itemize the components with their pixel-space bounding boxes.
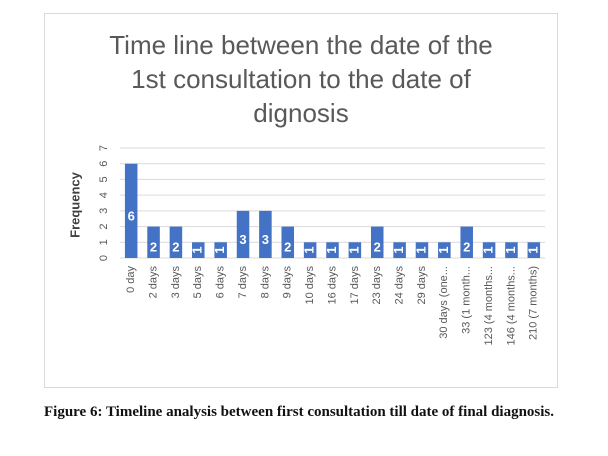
x-tick-label: 146 (4 months... xyxy=(505,266,517,346)
x-tick-label: 33 (1 month... xyxy=(461,266,473,334)
data-label: 2 xyxy=(463,240,470,255)
bar xyxy=(303,242,317,258)
bar xyxy=(326,242,339,258)
y-tick-label: 7 xyxy=(98,145,110,151)
x-tick-label: 24 days xyxy=(394,266,406,305)
bar xyxy=(370,226,384,258)
bar xyxy=(482,242,496,258)
data-label: 1 xyxy=(212,247,227,254)
data-label: 6 xyxy=(128,208,135,223)
y-axis-label: Frequency xyxy=(67,171,82,238)
bar xyxy=(169,226,183,258)
data-label: 2 xyxy=(150,240,157,255)
data-label: 1 xyxy=(481,247,496,254)
x-tick-label: 5 days xyxy=(192,266,204,299)
data-label: 1 xyxy=(525,247,540,254)
y-tick-label: 2 xyxy=(98,224,110,230)
bar xyxy=(415,242,429,258)
x-tick-label: 29 days xyxy=(416,266,428,305)
x-tick-label: 23 days xyxy=(371,266,383,305)
bar xyxy=(348,242,362,258)
x-tick-label: 30 days (one... xyxy=(438,266,450,339)
data-label: 2 xyxy=(374,240,381,255)
x-tick-label: 16 days xyxy=(326,266,338,305)
bar xyxy=(393,242,406,258)
data-label: 2 xyxy=(284,240,291,255)
bar xyxy=(192,242,205,258)
data-label: 1 xyxy=(503,247,518,254)
bar xyxy=(460,226,473,258)
x-tick-label: 0 day xyxy=(125,266,137,293)
x-tick-label: 3 days xyxy=(170,266,182,299)
x-tick-label: 123 (4 months... xyxy=(483,266,495,346)
bar xyxy=(236,210,250,258)
data-label: 1 xyxy=(190,247,205,254)
chart-frame xyxy=(44,13,558,388)
x-tick-label: 7 days xyxy=(237,266,249,299)
chart-title: Time line between the date of the 1st co… xyxy=(109,30,493,128)
data-label: 1 xyxy=(346,247,361,254)
bar xyxy=(214,242,227,258)
x-tick-label: 9 days xyxy=(282,266,294,299)
y-tick-label: 5 xyxy=(98,176,110,182)
y-tick-label: 0 xyxy=(98,255,110,261)
data-label: 1 xyxy=(391,247,406,254)
bar xyxy=(281,226,295,258)
y-tick-label: 1 xyxy=(98,239,110,245)
data-label: 1 xyxy=(413,247,428,254)
data-label: 3 xyxy=(239,232,246,247)
data-label: 1 xyxy=(436,247,451,254)
y-tick-label: 3 xyxy=(98,208,110,214)
bar xyxy=(527,242,541,258)
x-tick-label: 210 (7 months) xyxy=(528,266,540,340)
x-tick-label: 17 days xyxy=(349,266,361,305)
bar xyxy=(505,242,518,258)
bar xyxy=(124,163,138,258)
data-label: 3 xyxy=(262,232,269,247)
data-label: 2 xyxy=(172,240,179,255)
y-tick-label: 6 xyxy=(98,161,110,167)
data-label: 1 xyxy=(324,247,339,254)
x-tick-label: 2 days xyxy=(147,266,159,299)
x-tick-label: 6 days xyxy=(215,266,227,299)
caption: Figure 6: Timeline analysis between firs… xyxy=(44,404,555,420)
bar xyxy=(147,226,160,258)
bar xyxy=(259,210,272,258)
data-label: 1 xyxy=(302,247,317,254)
x-tick-label: 8 days xyxy=(259,266,271,299)
bar xyxy=(438,242,451,258)
x-tick-label: 10 days xyxy=(304,266,316,305)
y-tick-label: 4 xyxy=(98,192,110,198)
